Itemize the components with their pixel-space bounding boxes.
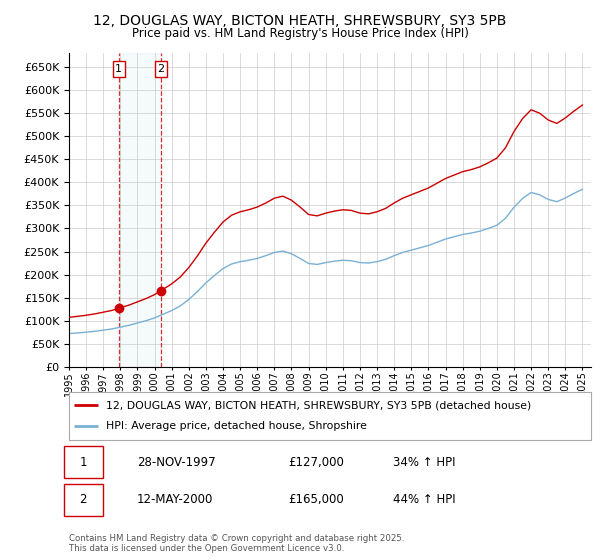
Text: 2: 2	[157, 64, 164, 74]
FancyBboxPatch shape	[64, 446, 103, 478]
FancyBboxPatch shape	[64, 484, 103, 516]
Text: 28-NOV-1997: 28-NOV-1997	[137, 456, 215, 469]
Bar	[119, 53, 161, 367]
Text: 1: 1	[80, 456, 87, 469]
Text: 2: 2	[80, 493, 87, 506]
Text: 12-MAY-2000: 12-MAY-2000	[137, 493, 213, 506]
Text: HPI: Average price, detached house, Shropshire: HPI: Average price, detached house, Shro…	[106, 421, 367, 431]
Text: 12, DOUGLAS WAY, BICTON HEATH, SHREWSBURY, SY3 5PB (detached house): 12, DOUGLAS WAY, BICTON HEATH, SHREWSBUR…	[106, 400, 531, 410]
Text: 12, DOUGLAS WAY, BICTON HEATH, SHREWSBURY, SY3 5PB: 12, DOUGLAS WAY, BICTON HEATH, SHREWSBUR…	[94, 14, 506, 28]
Text: 44% ↑ HPI: 44% ↑ HPI	[392, 493, 455, 506]
Text: £165,000: £165,000	[288, 493, 344, 506]
Text: Price paid vs. HM Land Registry's House Price Index (HPI): Price paid vs. HM Land Registry's House …	[131, 27, 469, 40]
Text: 34% ↑ HPI: 34% ↑ HPI	[392, 456, 455, 469]
Text: Contains HM Land Registry data © Crown copyright and database right 2025.
This d: Contains HM Land Registry data © Crown c…	[69, 534, 404, 553]
Text: 1: 1	[115, 64, 122, 74]
Text: £127,000: £127,000	[288, 456, 344, 469]
